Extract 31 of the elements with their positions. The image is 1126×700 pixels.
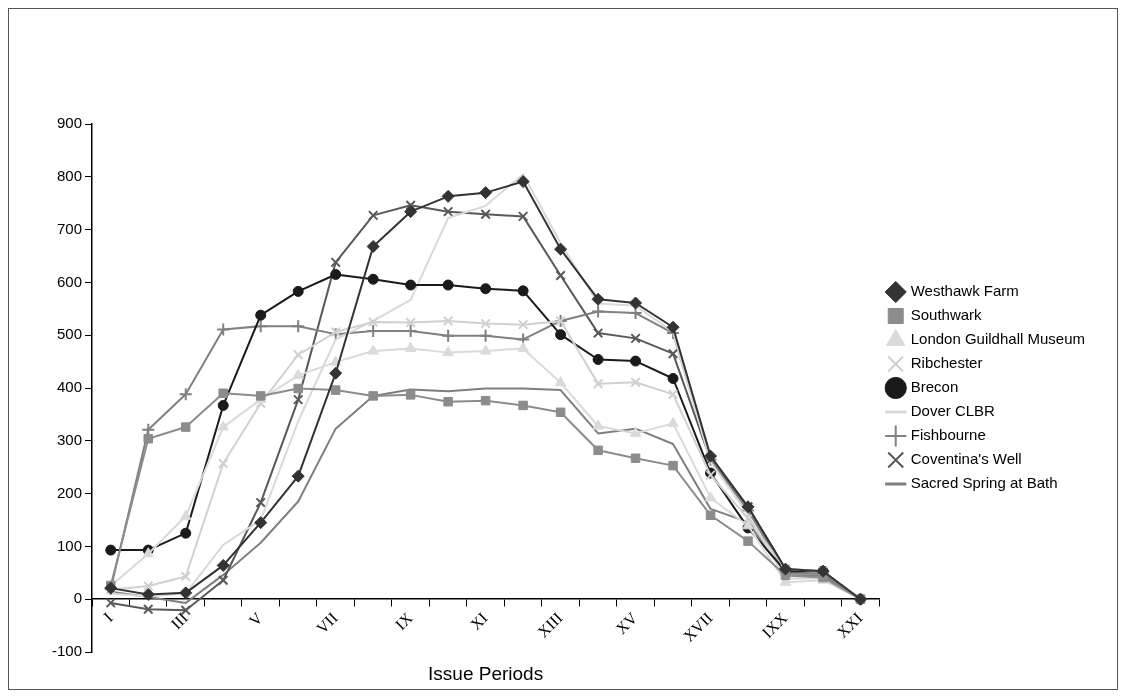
x-tick-label: V xyxy=(245,608,267,630)
x-tick-label: IX xyxy=(391,608,417,634)
y-tick-label: 400 xyxy=(56,378,83,396)
legend-label: Sacred Spring at Bath xyxy=(910,474,1058,492)
legend-label: Coventina's Well xyxy=(910,450,1022,468)
y-tick-label: 0 xyxy=(73,589,83,607)
y-tick-label: 100 xyxy=(56,536,83,554)
legend-label: Ribchester xyxy=(910,354,983,372)
x-tick-label: VII xyxy=(313,609,341,637)
y-tick-label: 500 xyxy=(56,325,83,343)
x-axis-title: Issue Periods xyxy=(428,663,544,685)
y-tick-label: 900 xyxy=(56,114,83,132)
legend-label: Southwark xyxy=(910,306,983,324)
legend-label: Brecon xyxy=(910,378,959,396)
legend-label: Dover CLBR xyxy=(910,402,996,420)
legend-label: Westhawk Farm xyxy=(910,282,1019,300)
y-tick-label: -100 xyxy=(51,642,83,660)
x-tick-label: I xyxy=(100,609,116,625)
x-tick-label: III xyxy=(167,609,191,633)
legend-label: London Guildhall Museum xyxy=(910,330,1086,348)
x-tick-label: XXI xyxy=(833,609,866,642)
y-tick-label: 800 xyxy=(56,166,83,184)
x-tick-label: IXX xyxy=(758,608,791,642)
x-tick-label: XI xyxy=(466,609,491,634)
x-tick-label: XV xyxy=(612,608,641,638)
legend-label: Fishbourne xyxy=(910,426,986,444)
y-tick-label: 300 xyxy=(56,430,83,448)
y-tick-label: 600 xyxy=(56,272,83,290)
y-tick-label: 200 xyxy=(56,483,83,501)
y-tick-label: 700 xyxy=(56,219,83,237)
x-tick-label: XIII xyxy=(534,609,566,641)
